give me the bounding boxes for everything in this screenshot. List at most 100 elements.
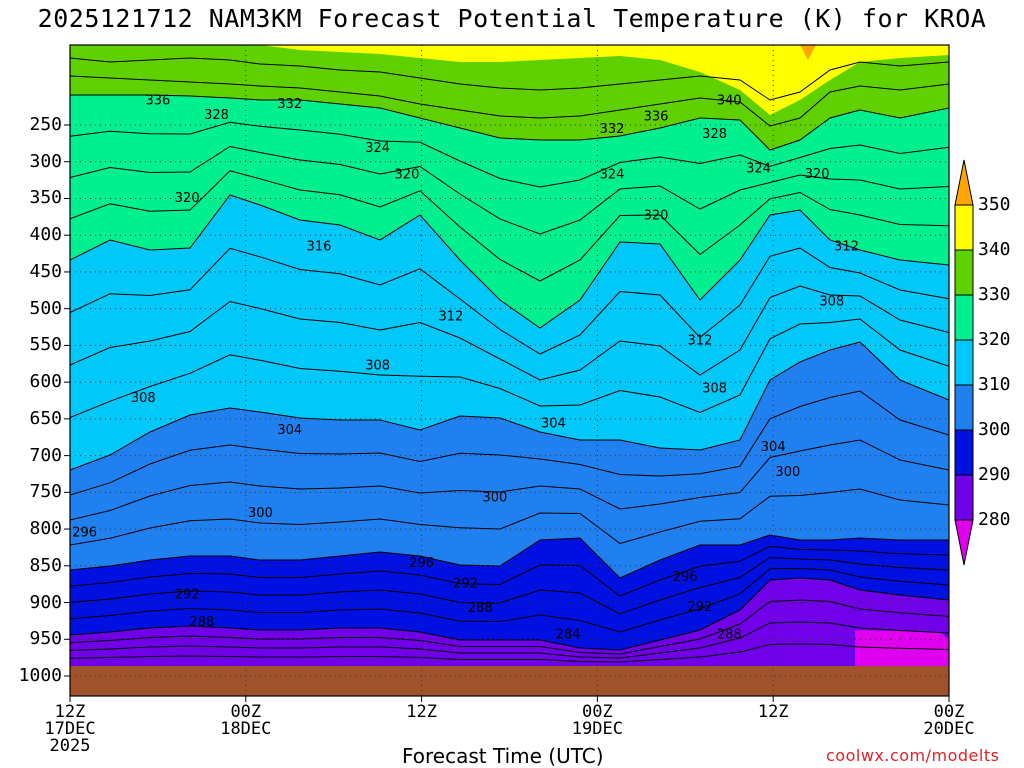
colorbar-top-arrow — [954, 159, 974, 206]
contour-line — [70, 577, 949, 651]
colorbar — [954, 159, 974, 566]
chart-title: 2025121712 NAM3KM Forecast Potential Tem… — [37, 4, 987, 33]
contour-line — [70, 170, 949, 282]
x-tick-label: 00Z 19DEC — [571, 702, 623, 739]
contour-label: 320 — [175, 191, 200, 206]
contour-label: 300 — [775, 465, 800, 480]
contour-line — [70, 121, 949, 188]
contour-line — [70, 341, 949, 471]
contour-line — [70, 488, 949, 546]
contour-line — [70, 621, 949, 659]
contour-line — [70, 643, 949, 663]
y-tick-label: 950 — [29, 628, 62, 650]
contour-line — [70, 194, 949, 329]
colorbar-label: 340 — [978, 239, 1011, 260]
contour-label: 304 — [761, 440, 786, 455]
contour-label: 312 — [834, 239, 859, 254]
contour-label: 316 — [307, 239, 332, 254]
x-tick-label: 12Z — [406, 702, 437, 722]
contour-line — [70, 599, 949, 655]
contour-label: 292 — [453, 577, 478, 592]
contour-label: 288 — [717, 627, 742, 642]
colorbar-swatch — [954, 249, 974, 296]
contour-label: 300 — [482, 491, 507, 506]
colorbar-swatch — [954, 204, 974, 251]
contour-label: 300 — [248, 506, 273, 521]
y-tick-label: 300 — [29, 150, 62, 172]
y-tick-label: 400 — [29, 224, 62, 246]
contour-line — [70, 285, 949, 381]
contour-label: 324 — [746, 162, 771, 177]
colorbar-bottom-arrow — [954, 519, 974, 566]
contour-label: 304 — [541, 417, 566, 432]
contour-label: 308 — [365, 359, 390, 374]
y-tick-label: 600 — [29, 371, 62, 393]
contour-line — [70, 545, 949, 597]
contour-label: 296 — [72, 525, 97, 540]
contour-line — [70, 75, 949, 127]
contour-label: 332 — [277, 97, 302, 112]
contour-label: 292 — [688, 600, 713, 615]
colorbar-swatch — [954, 429, 974, 476]
colorbar-label: 300 — [978, 419, 1011, 440]
contour-label: 284 — [556, 627, 581, 642]
y-tick-label: 450 — [29, 260, 62, 282]
contour-label: 320 — [395, 167, 420, 182]
y-tick-label: 900 — [29, 591, 62, 613]
colorbar-swatch — [954, 294, 974, 341]
y-tick-label: 1000 — [18, 665, 62, 686]
x-tick-label: 00Z 20DEC — [923, 702, 975, 739]
contour-label: 288 — [189, 615, 214, 630]
y-tick-label: 500 — [29, 297, 62, 319]
colorbar-label: 350 — [978, 194, 1011, 215]
contour-lines — [70, 57, 949, 663]
y-tick-label: 750 — [29, 481, 62, 503]
x-tick-label: 12Z 17DEC 2025 — [44, 702, 96, 756]
contour-label: 336 — [644, 109, 669, 124]
contour-label: 340 — [717, 93, 742, 108]
contour-line — [70, 94, 949, 151]
plot-frame — [69, 44, 950, 697]
colorbar-swatch — [954, 339, 974, 386]
contour-label: 320 — [644, 209, 669, 224]
contour-line — [70, 534, 949, 579]
contour-label: 288 — [468, 601, 493, 616]
contour-label: 324 — [365, 141, 390, 156]
y-tick-label: 650 — [29, 407, 62, 429]
colorbar-label: 280 — [978, 509, 1011, 530]
contour-label: 312 — [688, 334, 713, 349]
contour-line — [70, 390, 949, 496]
y-tick-label: 800 — [29, 518, 62, 540]
band-350-plus — [800, 45, 816, 60]
y-tick-label: 850 — [29, 554, 62, 576]
colorbar-swatch — [954, 474, 974, 521]
contour-line — [70, 318, 949, 418]
terrain-below-ground — [70, 666, 949, 696]
contour-label: 296 — [673, 570, 698, 585]
colorbar-label: 290 — [978, 464, 1011, 485]
contour-label: 332 — [600, 122, 625, 137]
contour-label: 308 — [131, 391, 156, 406]
contour-label: 312 — [438, 309, 463, 324]
credit-link[interactable]: coolwx.com/modelts — [826, 746, 1000, 765]
colorbar-label: 310 — [978, 374, 1011, 395]
colorbar-label: 330 — [978, 284, 1011, 305]
colorbar-label: 320 — [978, 329, 1011, 350]
contour-label: 320 — [805, 167, 830, 182]
contour-label: 336 — [145, 93, 170, 108]
heatmap-bands — [70, 45, 949, 696]
contour-label: 308 — [819, 295, 844, 310]
contour-label: 328 — [702, 127, 727, 142]
y-tick-label: 700 — [29, 444, 62, 466]
axis-ticks — [64, 124, 950, 702]
contour-line — [70, 145, 949, 235]
contour-line — [70, 57, 949, 101]
contour-line — [70, 567, 949, 633]
colorbar-swatch — [954, 384, 974, 431]
contour-label: 308 — [702, 381, 727, 396]
contour-label: 296 — [409, 556, 434, 571]
contour-label: 304 — [277, 423, 302, 438]
contour-labels: 336 332 328 340 336 332 328 324 324 324 320 320 320 3… — [72, 93, 859, 642]
y-tick-label: 550 — [29, 334, 62, 356]
